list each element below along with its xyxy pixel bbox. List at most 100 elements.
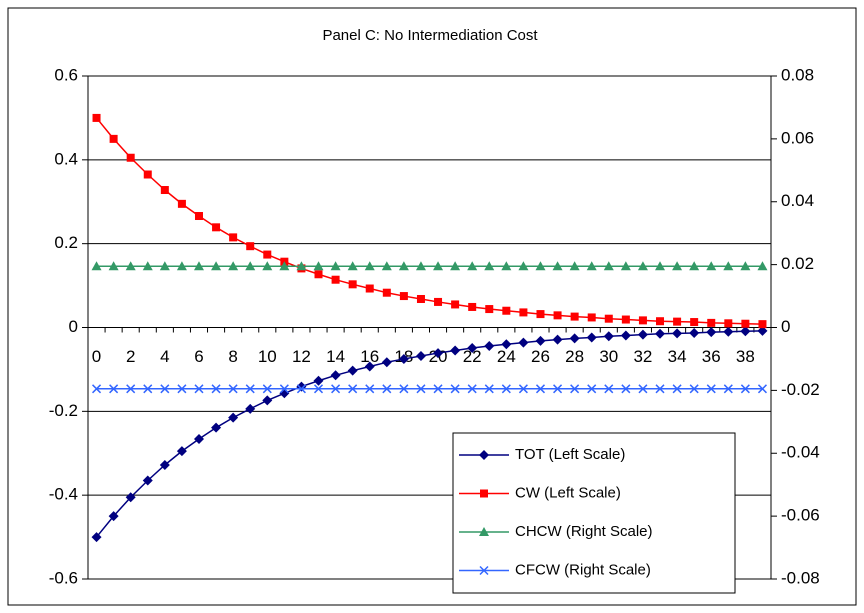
data-point xyxy=(433,261,444,271)
data-point xyxy=(399,384,409,394)
data-point xyxy=(159,459,170,470)
x-tick-label: 38 xyxy=(736,347,755,366)
y2-tick-label: 0.04 xyxy=(781,191,814,210)
data-point xyxy=(91,261,102,271)
data-point xyxy=(382,384,392,394)
legend-marker xyxy=(480,489,488,498)
y2-tick-label: -0.08 xyxy=(781,568,820,587)
y2-tick-label: -0.06 xyxy=(781,506,820,525)
x-tick-label: 4 xyxy=(160,347,169,366)
data-point xyxy=(535,335,546,346)
chart-title: Panel C: No Intermediation Cost xyxy=(322,27,538,44)
y2-tick-label: -0.04 xyxy=(781,443,820,462)
y-tick-label: 0.2 xyxy=(54,233,78,252)
data-point xyxy=(193,433,204,444)
data-point xyxy=(382,288,391,297)
data-point xyxy=(159,261,170,271)
y2-tick-label: 0.08 xyxy=(781,65,814,84)
x-tick-label: 34 xyxy=(668,347,687,366)
data-point xyxy=(467,384,477,394)
data-point xyxy=(604,314,613,323)
data-point xyxy=(330,370,341,381)
data-point xyxy=(228,261,239,271)
data-point xyxy=(450,345,461,356)
data-point xyxy=(229,233,238,242)
data-point xyxy=(553,311,562,320)
y2-tick-label: 0.06 xyxy=(781,128,814,147)
y-tick-label: -0.2 xyxy=(49,401,78,420)
legend-label: CHCW (Right Scale) xyxy=(515,523,653,540)
data-point xyxy=(501,384,511,394)
data-point xyxy=(485,305,494,314)
data-point xyxy=(313,261,324,271)
x-tick-label: 0 xyxy=(92,347,101,366)
data-point xyxy=(262,395,273,406)
data-point xyxy=(587,313,596,322)
data-point xyxy=(313,375,324,386)
data-point xyxy=(109,384,119,394)
x-tick-label: 16 xyxy=(360,347,379,366)
data-point xyxy=(758,320,767,329)
data-point xyxy=(142,475,153,486)
legend-label: CW (Left Scale) xyxy=(515,484,621,501)
x-tick-label: 24 xyxy=(497,347,516,366)
data-point xyxy=(194,384,204,394)
data-point xyxy=(586,261,597,271)
data-point xyxy=(620,261,631,271)
data-point xyxy=(535,261,546,271)
data-point xyxy=(125,261,136,271)
data-point xyxy=(468,302,477,311)
data-point xyxy=(706,261,717,271)
data-point xyxy=(92,384,102,394)
data-point xyxy=(450,261,461,271)
data-point xyxy=(126,384,136,394)
data-point xyxy=(415,261,426,271)
data-point xyxy=(279,261,290,271)
data-point xyxy=(518,337,529,348)
y-tick-label: 0.4 xyxy=(54,149,78,168)
data-point xyxy=(501,261,512,271)
data-point xyxy=(518,261,529,271)
data-point xyxy=(620,330,631,341)
data-point xyxy=(125,492,136,503)
x-tick-label: 30 xyxy=(599,347,618,366)
data-point xyxy=(656,317,665,326)
data-point xyxy=(740,261,751,271)
data-point xyxy=(364,361,375,372)
data-point xyxy=(690,318,699,327)
data-point xyxy=(553,384,563,394)
data-point xyxy=(108,511,119,522)
data-point xyxy=(655,261,666,271)
data-point xyxy=(177,199,186,208)
y-tick-label: 0 xyxy=(69,317,78,336)
data-point xyxy=(228,384,238,394)
data-point xyxy=(570,384,580,394)
data-point xyxy=(569,261,580,271)
data-point xyxy=(211,384,221,394)
data-point xyxy=(689,327,700,338)
data-point xyxy=(263,250,272,259)
data-point xyxy=(723,326,734,337)
data-point xyxy=(672,384,682,394)
data-point xyxy=(467,343,478,354)
data-point xyxy=(108,261,119,271)
data-point xyxy=(364,261,375,271)
x-tick-label: 28 xyxy=(565,347,584,366)
data-point xyxy=(741,319,750,328)
data-point xyxy=(142,261,153,271)
data-point xyxy=(313,384,324,394)
y2-tick-label: 0 xyxy=(781,317,790,336)
data-point xyxy=(348,280,357,289)
data-point xyxy=(637,261,648,271)
data-point xyxy=(655,384,665,394)
data-point xyxy=(143,170,152,179)
data-point xyxy=(347,261,358,271)
series-line xyxy=(95,330,763,538)
data-point xyxy=(91,532,102,543)
data-point xyxy=(92,113,101,122)
data-point xyxy=(535,384,546,394)
data-point xyxy=(296,384,306,394)
data-point xyxy=(381,261,392,271)
y2-tick-label: -0.02 xyxy=(781,380,820,399)
data-point xyxy=(552,334,563,345)
